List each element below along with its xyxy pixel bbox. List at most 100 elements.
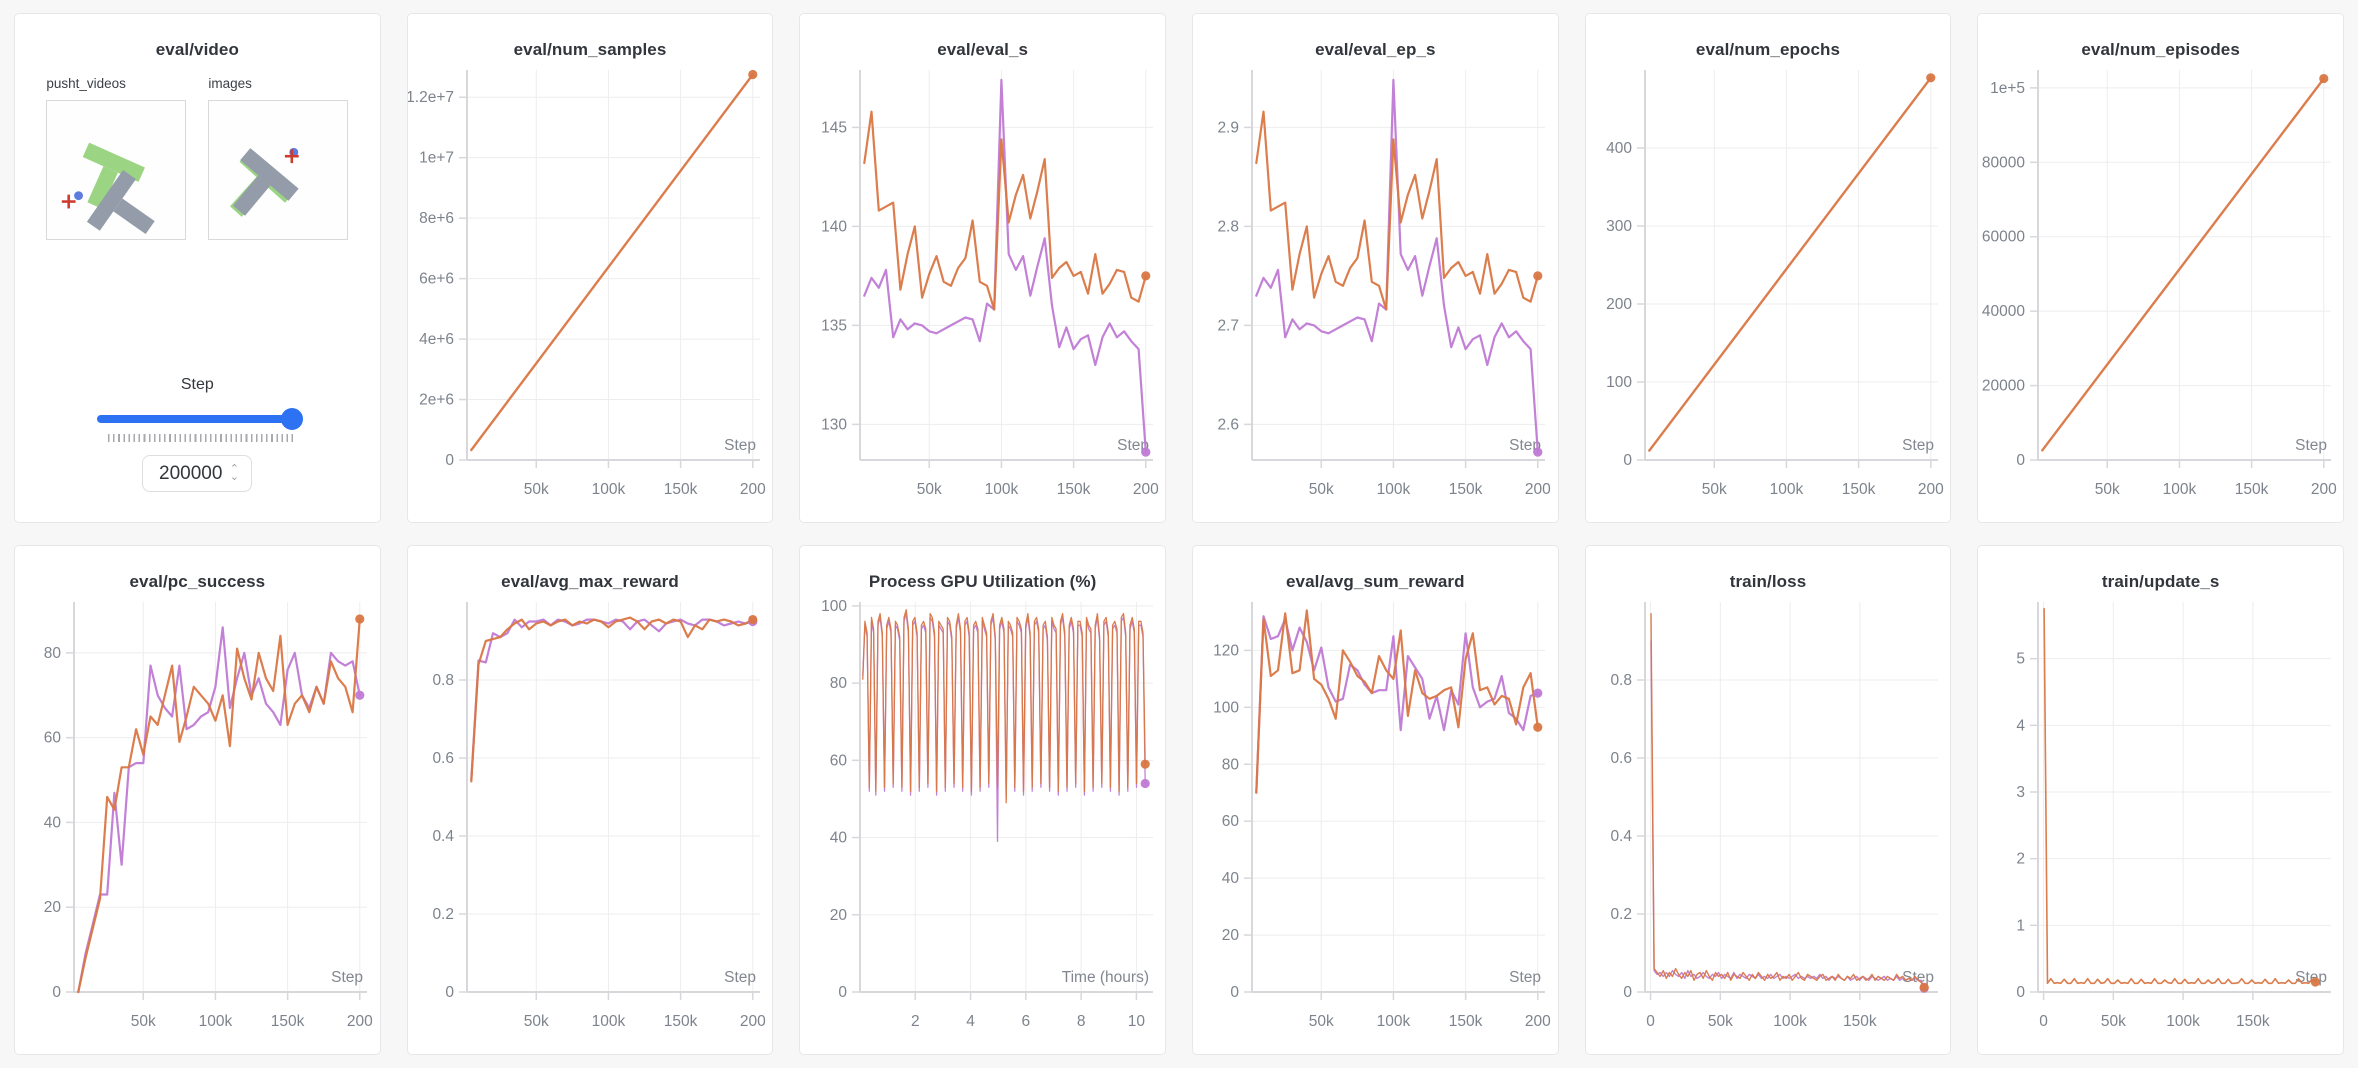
svg-text:100k: 100k (2162, 481, 2196, 498)
svg-text:200: 200 (1918, 481, 1944, 498)
panel-eval-eval-ep-s: eval/eval_ep_s 50k 100k 150k 200 2.6 2.7 2.8 2.… (1191, 13, 1559, 523)
svg-text:50k: 50k (1309, 481, 1334, 498)
svg-text:50k: 50k (131, 1013, 156, 1030)
svg-text:2.7: 2.7 (1218, 317, 1240, 334)
svg-text:100: 100 (1213, 699, 1239, 716)
chart-eval-num-episodes[interactable]: 50k 100k 150k 200 0 20000 40000 60000 80000 1e+5 S… (1978, 62, 2344, 512)
step-value-input-box[interactable]: ⌃ ⌄ (142, 455, 253, 492)
svg-text:135: 135 (821, 317, 847, 334)
svg-text:Step: Step (1509, 437, 1541, 454)
svg-text:200: 200 (740, 481, 766, 498)
svg-text:100k: 100k (1770, 481, 1804, 498)
svg-text:200: 200 (1606, 296, 1632, 313)
svg-text:200: 200 (1525, 481, 1551, 498)
chart-title: eval/num_samples (513, 40, 667, 59)
chart-title: train/loss (1729, 572, 1807, 591)
panel-title: eval/video (155, 40, 239, 59)
step-decrement-button[interactable]: ⌄ (229, 470, 239, 483)
chart-eval-avg-max-reward[interactable]: 50k 100k 150k 200 0 0.2 0.4 0.6 0.8 Step (407, 594, 773, 1044)
chart-train-loss[interactable]: 0 50k 100k 150k 0 0.2 0.4 0.6 0.8 Step (1585, 594, 1951, 1044)
media-row: pusht_videos (46, 76, 349, 240)
step-value-input[interactable] (155, 462, 226, 485)
svg-text:100k: 100k (984, 481, 1018, 498)
svg-text:Step: Step (724, 969, 756, 986)
svg-text:2e+6: 2e+6 (419, 392, 454, 409)
pusht-video-thumbnail[interactable] (46, 100, 187, 240)
step-slider-ruler-ticks (108, 434, 297, 442)
images-thumbnail[interactable] (208, 100, 349, 240)
svg-text:Step: Step (1117, 437, 1149, 454)
svg-text:4e+6: 4e+6 (419, 331, 454, 348)
svg-text:3: 3 (2016, 784, 2025, 801)
svg-text:0.6: 0.6 (1610, 750, 1632, 767)
chart-title: eval/avg_max_reward (501, 572, 679, 591)
svg-text:145: 145 (821, 119, 847, 136)
chart-eval-eval-ep-s[interactable]: 50k 100k 150k 200 2.6 2.7 2.8 2.9 Step (1192, 62, 1558, 512)
svg-text:40: 40 (44, 814, 62, 831)
svg-text:20: 20 (44, 899, 62, 916)
chart-title: eval/num_episodes (2081, 40, 2240, 59)
panel-train-update-s: train/update_s 0 50k 100k 150k 0 1 2 3 4 5 Step (1977, 545, 2344, 1055)
panel-train-loss: train/loss 0 50k 100k 150k 0 0.2 0.4 0.6 0.8 Step (1584, 545, 1952, 1055)
svg-text:400: 400 (1606, 140, 1632, 157)
red-cross-marker (62, 194, 76, 209)
svg-text:50k: 50k (1708, 1013, 1733, 1030)
svg-text:2: 2 (911, 1013, 920, 1030)
svg-text:2: 2 (2016, 851, 2025, 868)
svg-text:200: 200 (1133, 481, 1159, 498)
chart-title: eval/eval_ep_s (1315, 40, 1436, 59)
media-label: images (208, 76, 252, 91)
svg-text:150k: 150k (1056, 481, 1090, 498)
svg-text:0.2: 0.2 (432, 906, 454, 923)
svg-text:150k: 150k (2234, 481, 2268, 498)
step-slider[interactable] (97, 408, 304, 430)
media-item-pusht-videos: pusht_videos (46, 76, 187, 240)
svg-text:200: 200 (347, 1013, 373, 1030)
svg-text:0: 0 (1623, 452, 1632, 469)
svg-text:130: 130 (821, 416, 847, 433)
chart-eval-eval-s[interactable]: 50k 100k 150k 200 130 135 140 145 Step (800, 62, 1166, 512)
svg-text:0.4: 0.4 (1610, 828, 1632, 845)
panel-eval-avg-max-reward: eval/avg_max_reward 50k 100k 150k 200 0 0.2 0.… (406, 545, 774, 1055)
chart-eval-num-samples[interactable]: 50k 100k 150k 200 0 2e+6 4e+6 6e+6 8e+6 1e+7 1.2e+… (407, 62, 773, 512)
svg-text:100k: 100k (199, 1013, 233, 1030)
chart-eval-num-epochs[interactable]: 50k 100k 150k 200 0 100 200 300 400 Step (1585, 62, 1951, 512)
chart-title: train/update_s (2101, 572, 2220, 591)
svg-text:1e+5: 1e+5 (1990, 80, 2025, 97)
svg-text:Step: Step (1509, 969, 1541, 986)
svg-text:100k: 100k (1773, 1013, 1807, 1030)
step-increment-button[interactable]: ⌃ (229, 462, 239, 475)
svg-text:20: 20 (829, 907, 847, 924)
step-slider-thumb[interactable] (281, 408, 304, 430)
svg-text:150k: 150k (2236, 1013, 2270, 1030)
svg-text:50k: 50k (2094, 481, 2119, 498)
panel-eval-num-episodes: eval/num_episodes 50k 100k 150k 200 0 20000 40… (1977, 13, 2344, 523)
chart-eval-avg-sum-reward[interactable]: 50k 100k 150k 200 0 20 40 60 80 100 120 Step (1192, 594, 1558, 1044)
svg-text:8: 8 (1076, 1013, 1085, 1030)
svg-text:150k: 150k (1449, 1013, 1483, 1030)
step-slider-track[interactable] (97, 415, 298, 423)
chart-title: eval/num_epochs (1695, 40, 1841, 59)
svg-text:80: 80 (44, 645, 62, 662)
media-label: pusht_videos (46, 76, 126, 91)
svg-text:4: 4 (966, 1013, 975, 1030)
chart-title: eval/pc_success (129, 572, 266, 591)
svg-text:2.9: 2.9 (1218, 119, 1240, 136)
svg-text:150k: 150k (271, 1013, 305, 1030)
chart-title: Process GPU Utilization (%) (868, 572, 1097, 591)
svg-text:8e+6: 8e+6 (419, 210, 454, 227)
blue-agent-dot (74, 191, 84, 201)
svg-text:2.8: 2.8 (1218, 218, 1240, 235)
chart-eval-pc-success[interactable]: 50k 100k 150k 200 0 20 40 60 80 Step (14, 594, 380, 1044)
svg-text:100: 100 (1606, 374, 1632, 391)
svg-text:60: 60 (1222, 813, 1240, 830)
svg-text:50k: 50k (2100, 1013, 2125, 1030)
svg-text:150k: 150k (664, 1013, 698, 1030)
svg-text:20: 20 (1222, 927, 1240, 944)
svg-text:Time (hours): Time (hours) (1061, 969, 1148, 986)
svg-text:300: 300 (1606, 218, 1632, 235)
green-target-t-shape (83, 142, 146, 209)
